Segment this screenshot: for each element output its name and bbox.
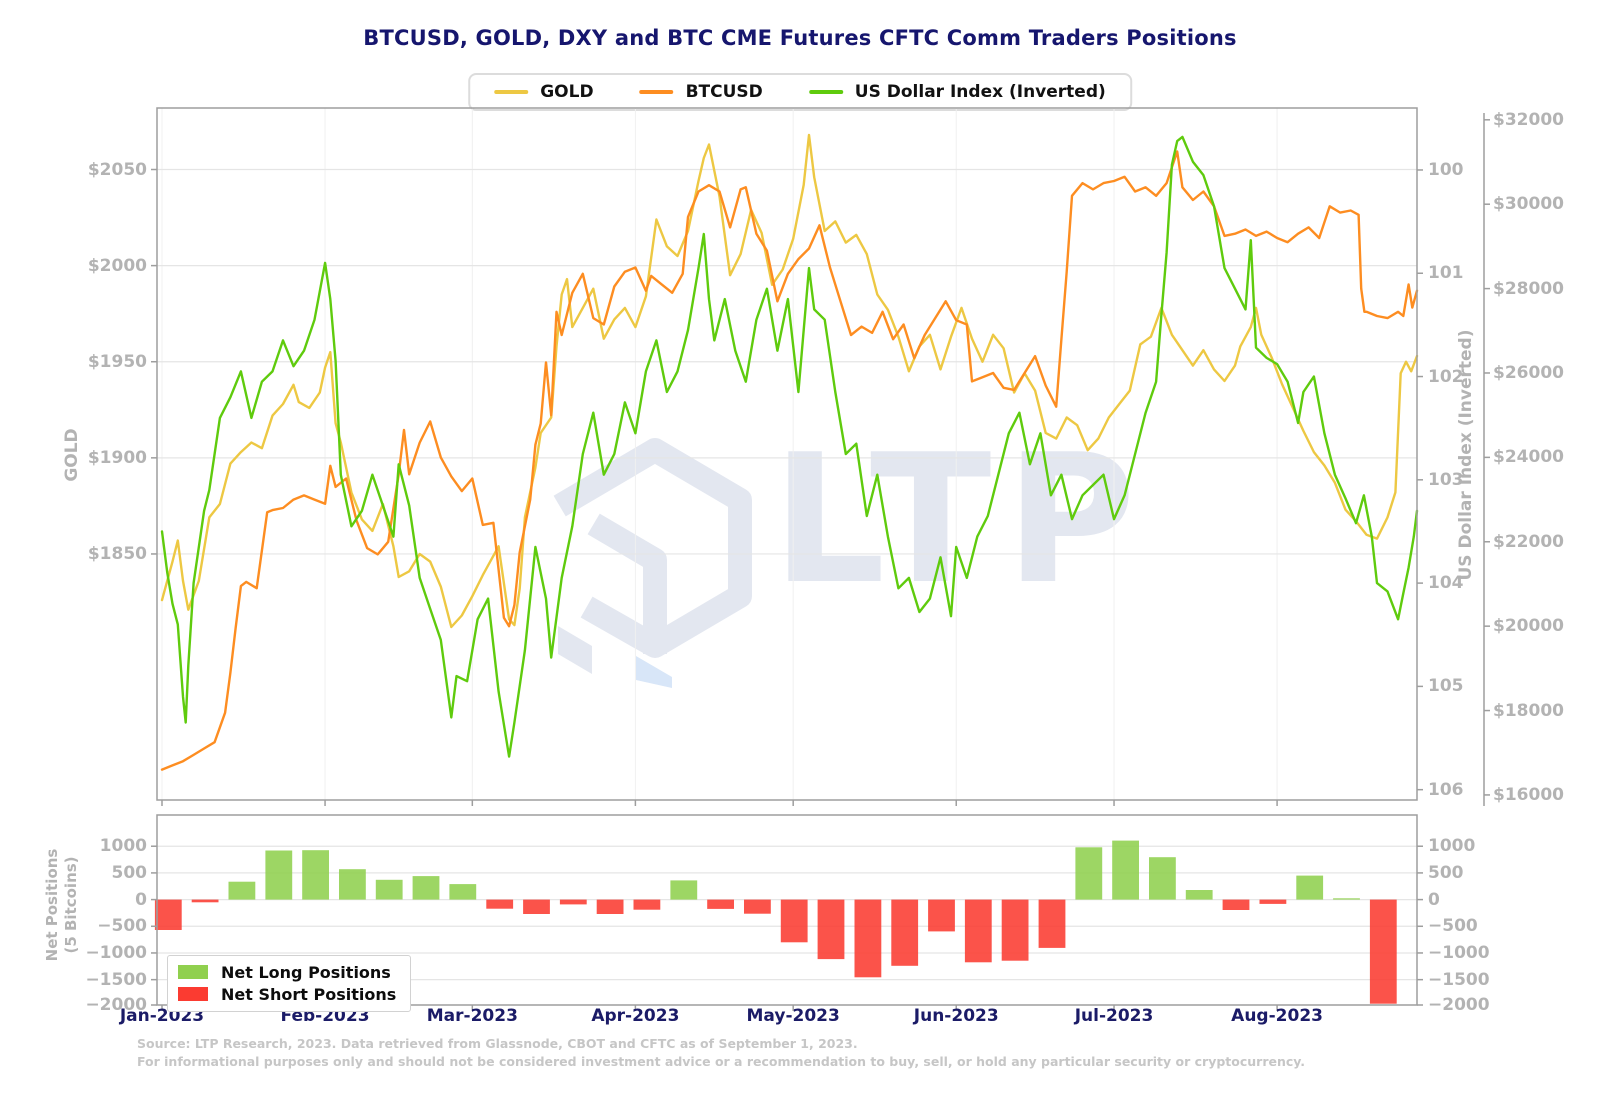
source-text-line1: Source: LTP Research, 2023. Data retriev… — [137, 1036, 858, 1051]
net-long-swatch — [178, 965, 208, 979]
legend-label-gold: GOLD — [540, 82, 594, 102]
dxy-line — [160, 135, 1419, 758]
positions-legend: Net Long Positions Net Short Positions — [167, 955, 412, 1012]
legend-item-gold: GOLD — [494, 82, 594, 102]
gold-line — [160, 133, 1419, 629]
net-long-bar — [1112, 840, 1139, 900]
legend-item-net-short: Net Short Positions — [178, 983, 396, 1005]
net-long-bar — [1296, 875, 1324, 900]
chart-title: BTCUSD, GOLD, DXY and BTC CME Futures CF… — [363, 26, 1237, 50]
net-short-bar — [486, 899, 514, 909]
net-short-bar — [633, 899, 661, 910]
net-long-bar — [670, 880, 698, 900]
btcusd-line-swatch — [639, 90, 674, 94]
legend-item-btcusd: BTCUSD — [639, 82, 763, 102]
net-short-bar — [854, 899, 882, 978]
net-short-bar — [1222, 899, 1250, 910]
legend-item-dxy: US Dollar Index (Inverted) — [808, 82, 1106, 102]
net-short-bar — [707, 899, 734, 909]
net-long-bar — [228, 881, 256, 900]
net-short-bar — [744, 899, 771, 914]
legend-label-dxy: US Dollar Index (Inverted) — [854, 82, 1106, 102]
net-long-bar — [449, 884, 477, 900]
legend-label-net-long: Net Long Positions — [221, 962, 391, 982]
net-short-bar — [1259, 899, 1287, 904]
net-long-bar — [1149, 857, 1176, 900]
net-short-bar — [891, 899, 919, 966]
main-legend: GOLD BTCUSD US Dollar Index (Inverted) — [468, 73, 1132, 111]
legend-item-net-long: Net Long Positions — [178, 961, 396, 983]
dxy-line-swatch — [808, 90, 843, 94]
positions-plot-border — [156, 814, 1418, 1006]
net-short-bar — [817, 899, 845, 960]
net-long-bar — [1185, 890, 1213, 900]
net-short-bar — [1001, 899, 1029, 961]
net-long-bar — [339, 869, 366, 900]
net-short-bar — [1038, 899, 1066, 948]
net-short-bar — [523, 899, 550, 914]
net-long-bar — [412, 876, 440, 900]
legend-label-net-short: Net Short Positions — [221, 984, 397, 1004]
net-short-bar — [559, 899, 587, 905]
net-short-bar — [191, 899, 219, 903]
net-short-bar — [1369, 899, 1397, 1004]
net-long-bar — [375, 879, 403, 900]
net-short-swatch — [178, 987, 208, 1001]
net-short-bar — [964, 899, 992, 963]
source-text-line2: For informational purposes only and shou… — [137, 1054, 1306, 1069]
net-short-bar — [596, 899, 624, 914]
net-long-bar — [265, 850, 293, 900]
main-plot-border — [156, 107, 1418, 801]
net-long-bar — [1075, 847, 1103, 900]
gold-line-swatch — [494, 90, 529, 94]
net-short-bar — [928, 899, 955, 932]
net-long-bar — [302, 850, 329, 900]
net-short-bar — [780, 899, 808, 943]
legend-label-btcusd: BTCUSD — [685, 82, 763, 102]
net-short-bar — [154, 899, 182, 930]
btcusd-line — [160, 150, 1419, 771]
net-long-bar — [1333, 898, 1360, 900]
